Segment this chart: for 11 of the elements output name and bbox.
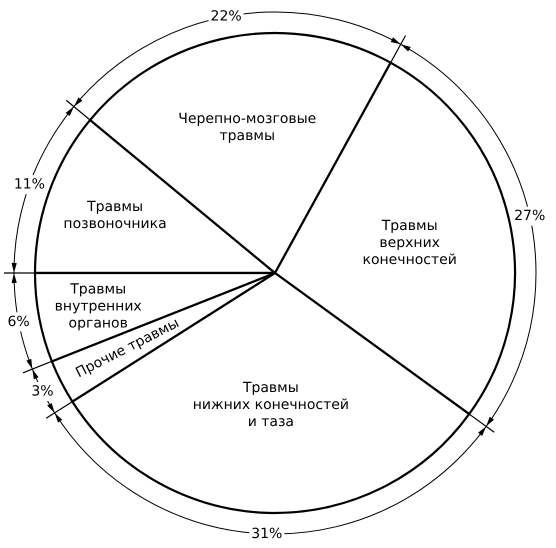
slice-label: Травмы нижних конечностей и таза bbox=[192, 380, 349, 430]
data-label: 11% bbox=[14, 176, 45, 193]
slice-label: Черепно-мозговые травмы bbox=[178, 111, 316, 144]
data-label: 3% bbox=[31, 383, 54, 400]
data-label: 22% bbox=[210, 8, 242, 25]
data-label: 6% bbox=[8, 314, 30, 330]
data-label: 27% bbox=[514, 208, 546, 224]
data-label: 31% bbox=[251, 526, 282, 542]
slice-label: Травмы внутренних органов bbox=[54, 282, 142, 332]
slice-label: Травмы верхних конечностей bbox=[362, 218, 457, 268]
slice-label: Травмы позвоночника bbox=[63, 198, 167, 232]
